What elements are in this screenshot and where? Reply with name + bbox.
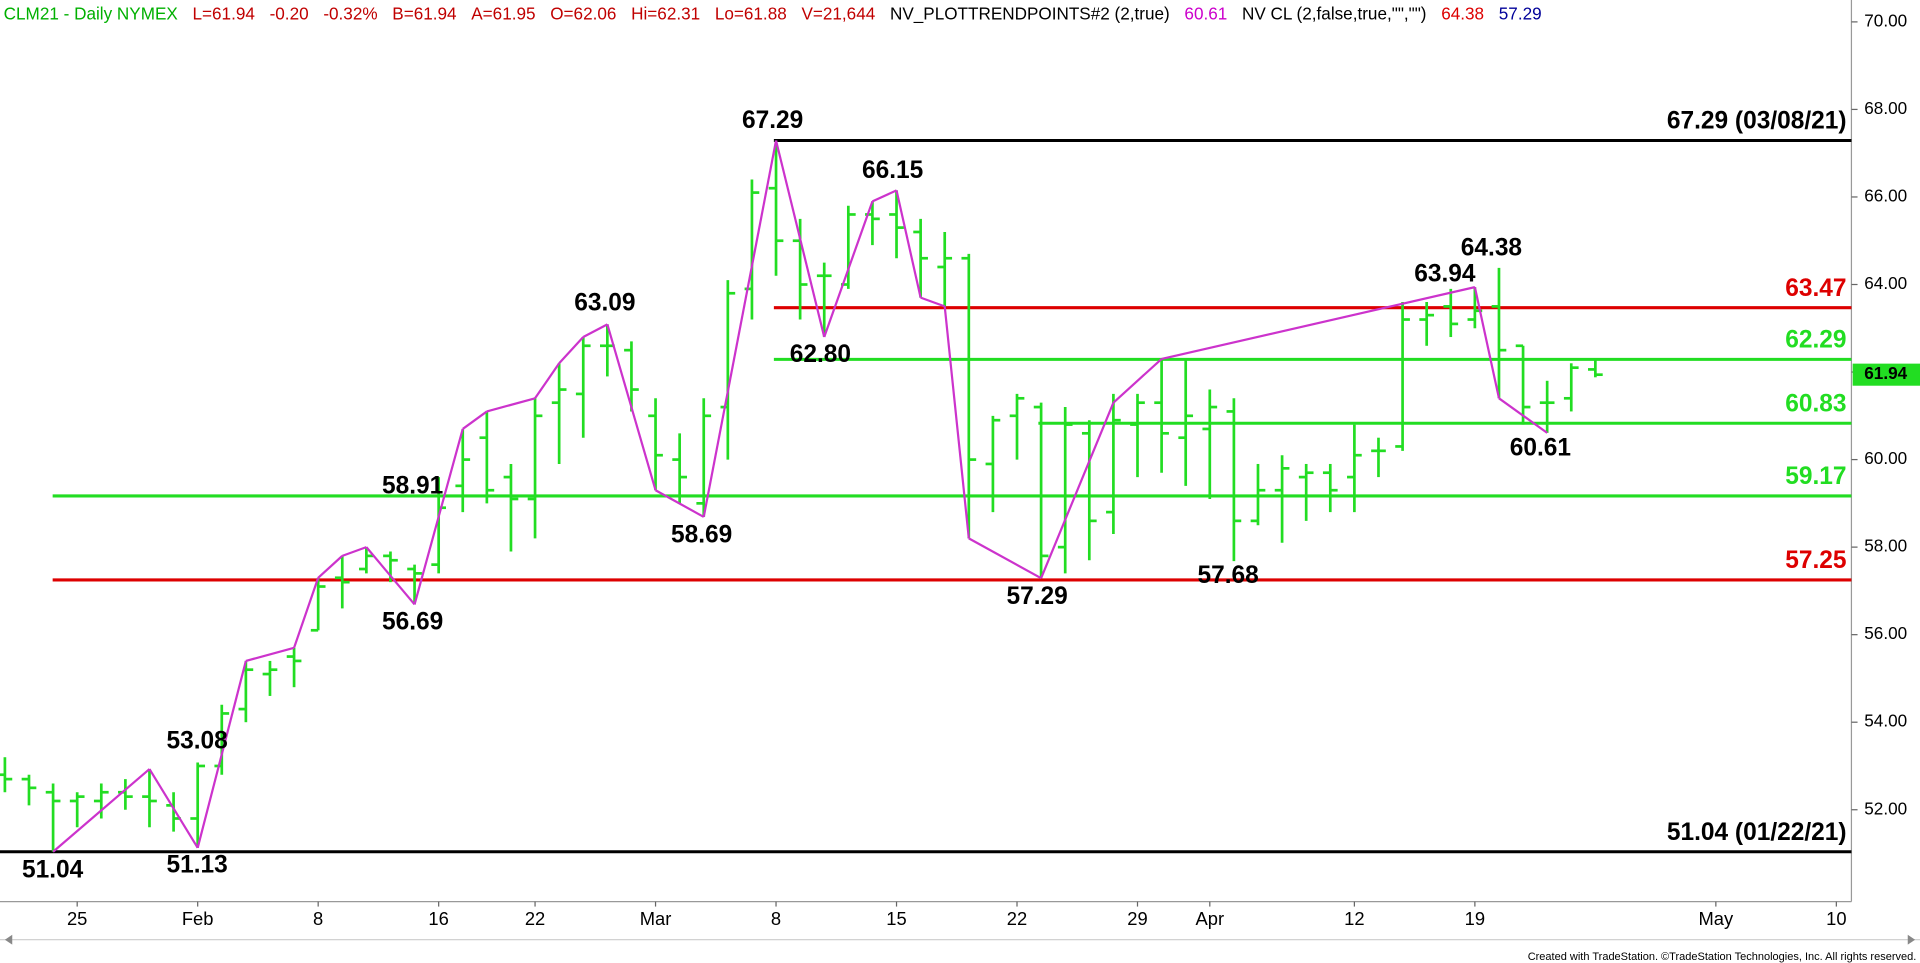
header-item: B=61.94	[392, 3, 457, 23]
y-tick-label: 52.00	[1864, 798, 1907, 818]
header-item: Lo=61.88	[715, 3, 787, 23]
level-label: 60.83	[1785, 390, 1846, 417]
trend-segment	[606, 324, 657, 491]
pivot-label: 62.80	[790, 341, 851, 368]
x-tick-label: 15	[886, 908, 906, 929]
header-item: 64.38	[1441, 3, 1484, 23]
y-tick-label: 68.00	[1864, 98, 1907, 118]
y-tick-label: 58.00	[1864, 536, 1907, 556]
trend-segment	[365, 546, 416, 606]
pivot-label: 57.68	[1198, 562, 1259, 589]
trend-segment	[196, 660, 247, 849]
header-item: Hi=62.31	[631, 3, 700, 23]
x-tick-label: Apr	[1196, 908, 1225, 929]
trend-segment	[413, 428, 464, 605]
pivot-label: 53.08	[167, 728, 228, 755]
level-label: 57.25	[1785, 547, 1846, 574]
y-tick-label: 64.00	[1864, 273, 1907, 293]
y-tick-label: 54.00	[1864, 711, 1907, 731]
header-item: NV_PLOTTRENDPOINTS#2 (2,true)	[890, 3, 1170, 23]
y-tick-label: 70.00	[1864, 10, 1907, 30]
trend-segment	[1040, 402, 1115, 579]
trend-segment	[943, 306, 970, 539]
x-tick-label: 22	[1007, 908, 1027, 929]
x-tick-label: 10	[1826, 908, 1846, 929]
header-item: L=61.94	[193, 3, 256, 23]
pivot-label: 67.29	[742, 107, 803, 134]
trend-segment	[1112, 358, 1163, 404]
trend-segment	[341, 546, 367, 557]
header-item: -0.20	[270, 3, 309, 23]
pivot-label: 51.13	[167, 852, 228, 879]
scroll-left[interactable]	[4, 934, 13, 945]
trend-segment	[823, 200, 874, 338]
trend-segment	[534, 362, 561, 399]
pivot-label: 60.61	[1510, 434, 1571, 461]
header-item: -0.32%	[323, 3, 377, 23]
trend-segment	[1161, 286, 1476, 360]
header-item: 57.29	[1499, 3, 1542, 23]
footer: Created with TradeStation. ©TradeStation…	[1528, 951, 1917, 963]
trend-segment	[52, 768, 151, 853]
x-tick-label: 25	[67, 908, 87, 929]
pivot-label: 58.91	[382, 472, 443, 499]
trend-segment	[968, 537, 1042, 580]
trend-segment	[702, 140, 778, 518]
pivot-label: 58.69	[671, 522, 732, 549]
x-tick-label: 16	[428, 908, 448, 929]
trend-segment	[920, 296, 946, 308]
pivot-label: 64.38	[1461, 234, 1522, 261]
header-item: NV CL (2,false,true,"","")	[1242, 3, 1427, 23]
trend-segment	[1473, 286, 1501, 399]
x-tick-label: 29	[1127, 908, 1147, 929]
x-tick-label: 12	[1344, 908, 1364, 929]
x-tick-label: Mar	[640, 908, 672, 929]
level-label: 51.04 (01/22/21)	[1667, 819, 1847, 846]
trend-segment	[486, 397, 536, 413]
y-tick-label: 56.00	[1864, 623, 1907, 643]
trend-segment	[317, 555, 344, 579]
level-label: 62.29	[1785, 326, 1846, 353]
trend-segment	[462, 410, 488, 430]
x-tick-label: 22	[525, 908, 545, 929]
trend-segment	[774, 140, 826, 338]
header-item: V=21,644	[801, 3, 875, 23]
trend-segment	[582, 323, 608, 339]
header-item: A=61.95	[471, 3, 535, 23]
level-label: 63.47	[1785, 275, 1846, 302]
header-item: O=62.06	[550, 3, 616, 23]
last-price-tag	[1852, 363, 1920, 386]
trend-segment	[895, 190, 922, 298]
x-tick-label: Feb	[182, 908, 214, 929]
y-tick-label: 66.00	[1864, 185, 1907, 205]
trend-segment	[148, 768, 199, 849]
trend-segment	[1498, 397, 1548, 434]
level-label: 67.29 (03/08/21)	[1667, 108, 1847, 135]
last-price-label: 61.94	[1864, 363, 1907, 383]
header-item: CLM21 - Daily NYMEX	[4, 3, 179, 23]
trend-segment	[245, 646, 295, 662]
pivot-label: 51.04	[22, 856, 84, 883]
x-tick-label: 19	[1465, 908, 1485, 929]
x-tick-label: 8	[771, 908, 781, 929]
pivot-label: 57.29	[1007, 583, 1068, 610]
pivot-label: 66.15	[862, 157, 923, 184]
x-tick-label: 8	[313, 908, 323, 929]
trend-segment	[871, 189, 897, 203]
header-item: 60.61	[1184, 3, 1227, 23]
pivot-label: 63.09	[574, 290, 635, 317]
trend-segment	[293, 577, 320, 649]
pivot-label: 63.94	[1414, 260, 1476, 287]
trend-segment	[558, 336, 585, 365]
pivot-label: 56.69	[382, 609, 443, 636]
level-label: 59.17	[1785, 463, 1846, 490]
y-tick-label: 60.00	[1864, 448, 1907, 468]
trend-segment	[655, 489, 705, 518]
x-tick-label: May	[1699, 908, 1734, 929]
scroll-right[interactable]	[1907, 934, 1916, 945]
